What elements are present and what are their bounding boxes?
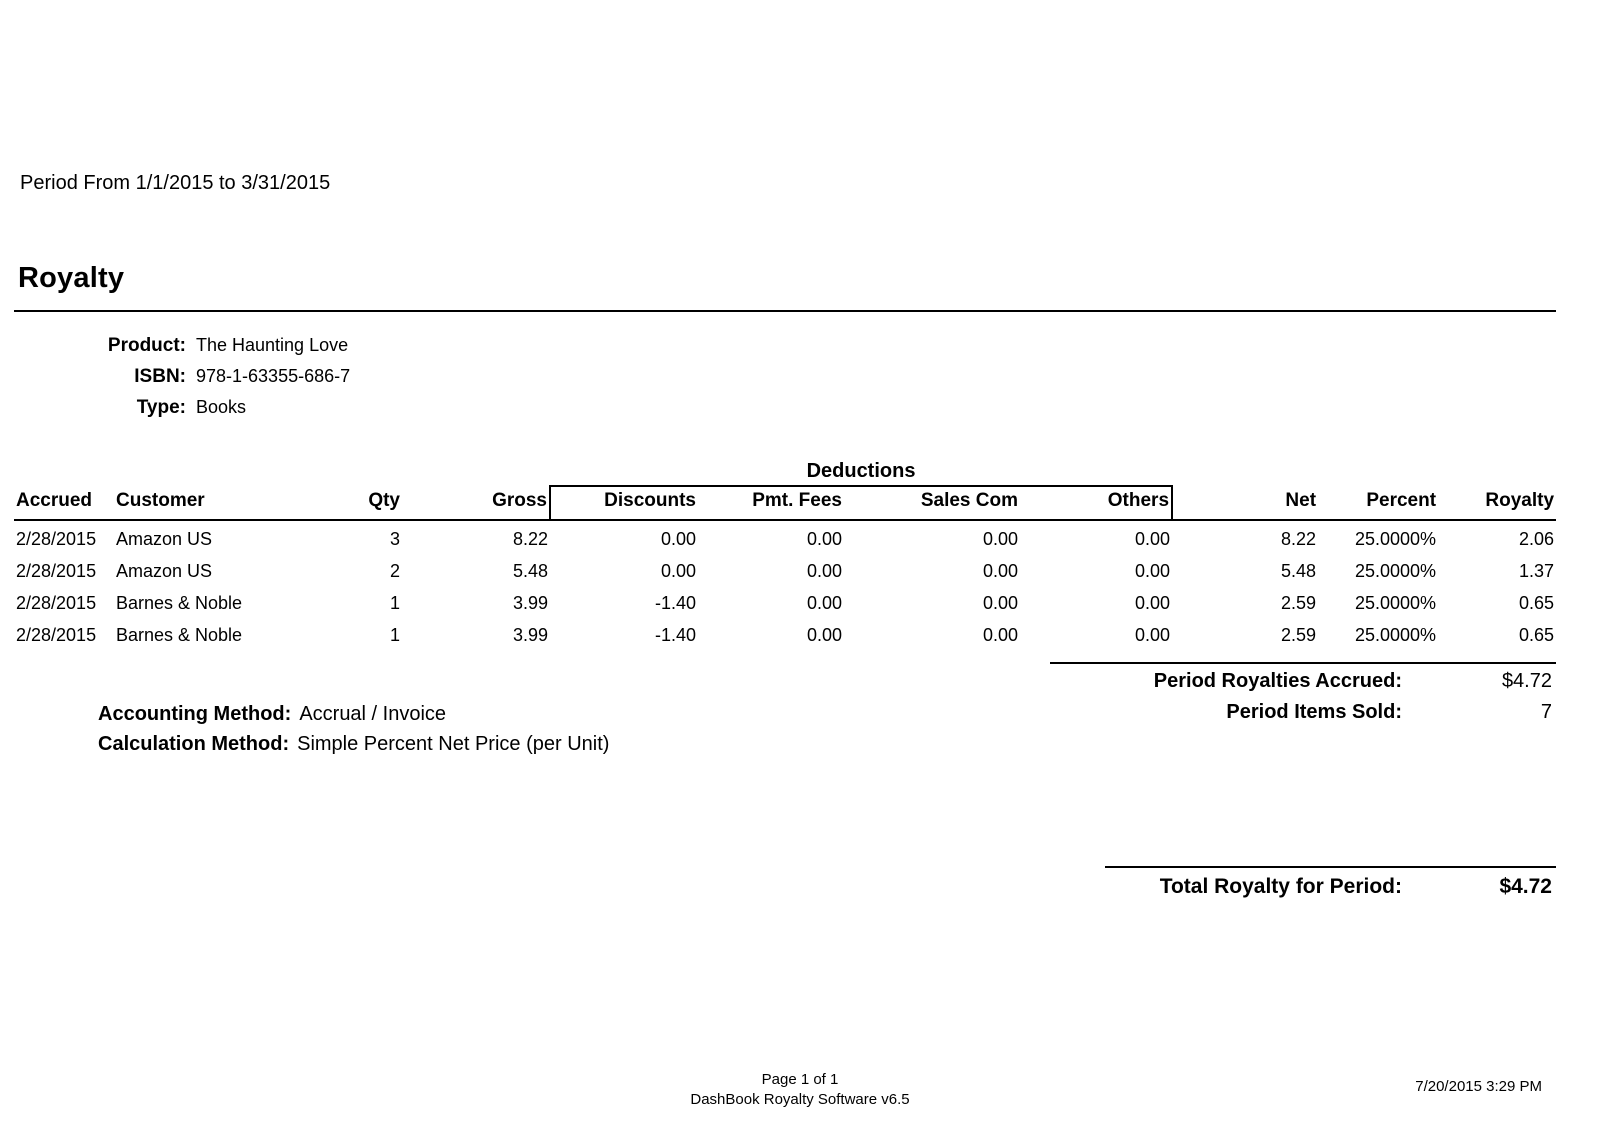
total-royalty-row: Total Royalty for Period: $4.72: [1160, 875, 1552, 899]
cell-percent: 25.0000%: [1354, 593, 1437, 613]
accounting-method-row: Accounting Method: Accrual / Invoice: [98, 699, 609, 729]
cell-gross: 3.99: [512, 625, 548, 645]
isbn-value: 978-1-63355-686-7: [196, 366, 351, 386]
type-row: Type: Books: [0, 392, 350, 423]
column-header-others: Others: [1020, 485, 1174, 521]
cell-net: 2.59: [1280, 625, 1317, 645]
cell-accrued: 2/28/2015: [16, 529, 97, 549]
column-header-qty: Qty: [334, 486, 402, 521]
methods-block: Accounting Method: Accrual / Invoice Calc…: [98, 699, 609, 759]
cell-discounts: 0.00: [660, 561, 696, 581]
product-info-block: Product: The Haunting Love ISBN: 978-1-6…: [0, 330, 350, 423]
column-header-percent: Percent: [1318, 486, 1439, 521]
accrued-summary-divider: [1050, 662, 1556, 664]
cell-qty: 3: [389, 529, 400, 549]
cell-net: 2.59: [1280, 593, 1317, 613]
footer-center-block: Page 1 of 1 DashBook Royalty Software v6…: [0, 1070, 1600, 1110]
period-royalties-accrued-value: $4.72: [1501, 670, 1552, 692]
cell-percent: 25.0000%: [1354, 561, 1437, 581]
accounting-method-label: Accounting Method:: [98, 703, 292, 725]
period-items-sold-value: 7: [1540, 701, 1552, 723]
cell-pmt-fees: 0.00: [806, 529, 842, 549]
royalty-table: Deductions Accrued Customer Qty Gross Di…: [14, 460, 1557, 649]
footer-timestamp: 7/20/2015 3:29 PM: [1415, 1078, 1542, 1095]
period-items-sold-label: Period Items Sold:: [1226, 701, 1402, 723]
cell-percent: 25.0000%: [1354, 625, 1437, 645]
cell-royalty: 0.65: [1518, 593, 1555, 613]
cell-royalty: 1.37: [1518, 561, 1555, 581]
cell-discounts: 0.00: [660, 529, 696, 549]
cell-gross: 8.22: [512, 529, 548, 549]
total-royalty-label: Total Royalty for Period:: [1159, 875, 1402, 898]
calculation-method-value: Simple Percent Net Price (per Unit): [297, 733, 610, 755]
calculation-method-row: Calculation Method: Simple Percent Net Pr…: [98, 729, 609, 759]
deductions-group-header: Deductions: [806, 460, 916, 482]
cell-accrued: 2/28/2015: [16, 561, 97, 581]
table-row: 2/28/2015 Barnes & Noble 1 3.99 -1.40 0.…: [14, 617, 1556, 649]
cell-net: 8.22: [1280, 529, 1317, 549]
type-value: Books: [196, 397, 247, 417]
cell-others: 0.00: [1134, 561, 1171, 581]
cell-royalty: 2.06: [1518, 529, 1555, 549]
cell-others: 0.00: [1134, 593, 1171, 613]
column-header-sales-com: Sales Com: [844, 485, 1020, 521]
cell-accrued: 2/28/2015: [16, 593, 97, 613]
cell-gross: 5.48: [512, 561, 548, 581]
cell-sales-com: 0.00: [982, 561, 1018, 581]
period-royalties-accrued-row: Period Royalties Accrued: $4.72: [1154, 670, 1552, 693]
period-from-text: Period From 1/1/2015 to 3/31/2015: [20, 172, 331, 194]
table-row: 2/28/2015 Amazon US 3 8.22 0.00 0.00 0.0…: [14, 520, 1556, 553]
cell-percent: 25.0000%: [1354, 529, 1437, 549]
cell-customer: Barnes & Noble: [116, 593, 243, 613]
cell-pmt-fees: 0.00: [806, 561, 842, 581]
column-header-royalty: Royalty: [1438, 486, 1557, 521]
column-header-discounts: Discounts: [549, 485, 698, 521]
report-title: Royalty: [18, 262, 125, 294]
cell-net: 5.48: [1280, 561, 1317, 581]
table-row: 2/28/2015 Barnes & Noble 1 3.99 -1.40 0.…: [14, 585, 1556, 617]
column-header-accrued: Accrued: [14, 486, 114, 521]
period-items-sold-row: Period Items Sold: 7: [1226, 701, 1552, 724]
cell-sales-com: 0.00: [982, 625, 1018, 645]
column-header-customer: Customer: [114, 486, 334, 521]
isbn-row: ISBN: 978-1-63355-686-7: [0, 361, 350, 392]
column-header-gross: Gross: [402, 486, 550, 521]
table-header-row: Accrued Customer Qty Gross Discounts Pmt…: [14, 485, 1557, 521]
table-row: 2/28/2015 Amazon US 2 5.48 0.00 0.00 0.0…: [14, 553, 1556, 585]
cell-discounts: -1.40: [654, 625, 696, 645]
cell-accrued: 2/28/2015: [16, 625, 97, 645]
cell-customer: Amazon US: [116, 561, 213, 581]
cell-qty: 1: [389, 625, 400, 645]
cell-customer: Barnes & Noble: [116, 625, 243, 645]
period-royalties-accrued-label: Period Royalties Accrued:: [1153, 670, 1402, 692]
footer-page-text: Page 1 of 1: [761, 1071, 839, 1088]
cell-others: 0.00: [1134, 529, 1171, 549]
accounting-method-value: Accrual / Invoice: [299, 703, 447, 725]
total-divider: [1105, 866, 1556, 868]
type-label: Type:: [136, 397, 186, 418]
column-header-pmt-fees: Pmt. Fees: [698, 485, 844, 521]
cell-qty: 2: [389, 561, 400, 581]
deductions-group-row: Deductions: [14, 460, 1556, 486]
calculation-method-label: Calculation Method:: [98, 733, 290, 755]
cell-qty: 1: [389, 593, 400, 613]
cell-customer: Amazon US: [116, 529, 213, 549]
column-header-net: Net: [1172, 486, 1319, 521]
cell-others: 0.00: [1134, 625, 1171, 645]
total-royalty-value: $4.72: [1499, 875, 1552, 898]
cell-sales-com: 0.00: [982, 529, 1018, 549]
cell-discounts: -1.40: [654, 593, 696, 613]
footer-software-text: DashBook Royalty Software v6.5: [690, 1091, 910, 1108]
title-divider: [14, 310, 1556, 312]
cell-royalty: 0.65: [1518, 625, 1555, 645]
cell-gross: 3.99: [512, 593, 548, 613]
cell-sales-com: 0.00: [982, 593, 1018, 613]
product-value: The Haunting Love: [196, 335, 349, 355]
product-row: Product: The Haunting Love: [0, 330, 350, 361]
cell-pmt-fees: 0.00: [806, 593, 842, 613]
cell-pmt-fees: 0.00: [806, 625, 842, 645]
product-label: Product:: [107, 335, 186, 356]
isbn-label: ISBN:: [134, 366, 186, 387]
